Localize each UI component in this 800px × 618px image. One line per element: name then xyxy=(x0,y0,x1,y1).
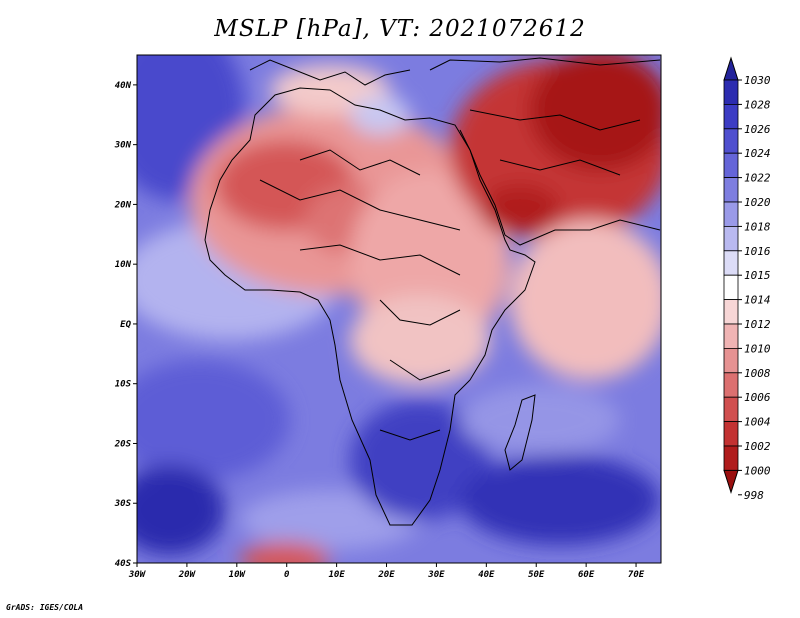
x-tick-label: 70E xyxy=(628,570,645,580)
colorbar-label: 1004 xyxy=(744,416,771,429)
colorbar-label: 1024 xyxy=(744,147,771,160)
colorbar-swatch xyxy=(723,323,739,349)
x-tick-label: 30W xyxy=(128,570,147,580)
colorbar-swatch xyxy=(723,128,739,154)
colorbar-swatch xyxy=(723,299,739,325)
colorbar-min-arrow xyxy=(723,469,739,495)
colorbar-swatch xyxy=(723,274,739,301)
y-tick-label: 30N xyxy=(114,141,132,151)
colorbar-swatch xyxy=(723,445,739,471)
colorbar-swatch xyxy=(723,421,739,447)
colorbar-swatch xyxy=(723,152,739,178)
y-tick-label: 20S xyxy=(114,439,132,449)
y-tick-label: EQ xyxy=(120,320,131,330)
colorbar-swatch xyxy=(723,396,739,423)
x-tick-label: 20W xyxy=(178,570,197,580)
colorbar-label: 1018 xyxy=(744,220,771,233)
colorbar-label: 1010 xyxy=(744,342,771,355)
colorbar-swatch xyxy=(723,104,739,130)
colorbar-label: 1028 xyxy=(744,98,771,111)
colorbar-swatch xyxy=(723,372,739,398)
colorbar-label: 998 xyxy=(744,489,764,502)
y-tick-label: 10N xyxy=(115,260,132,270)
x-tick-label: 30E xyxy=(427,570,445,580)
y-tick-label: 20N xyxy=(114,200,132,210)
x-tick-label: 40E xyxy=(478,570,495,580)
colorbar-max-arrow xyxy=(723,56,739,81)
colorbar-label: 1030 xyxy=(744,74,771,87)
colorbar-label: 1012 xyxy=(744,318,771,331)
y-tick-label: 40N xyxy=(115,81,132,91)
grads-credit: GrADS: IGES/COLA xyxy=(6,603,84,612)
y-tick-label: 40S xyxy=(115,559,132,569)
coastlines xyxy=(204,57,661,526)
y-tick-label: 10S xyxy=(115,380,132,390)
colorbar-label: 1016 xyxy=(744,245,771,258)
x-tick-label: 10E xyxy=(328,570,345,580)
map-title: MSLP [hPa], VT: 2021072612 xyxy=(214,16,586,42)
colorbar-swatch xyxy=(723,250,739,276)
colorbar-swatch xyxy=(723,201,739,227)
x-tick-label: 60E xyxy=(578,570,595,580)
y-tick-label: 30S xyxy=(114,499,132,509)
colorbar-label: 1022 xyxy=(744,172,771,185)
x-tick-label: 0 xyxy=(284,570,290,580)
colorbar-swatch xyxy=(723,347,739,374)
pressure-field xyxy=(137,55,661,563)
colorbar-label: 1002 xyxy=(744,440,771,453)
colorbar-label: 1006 xyxy=(744,391,771,404)
map-frame xyxy=(136,54,662,564)
axis-ticks: 30W 20W 10W 0 10E 20E 30E 40E 50E 60E 70E 40N 30N 20N… xyxy=(114,81,645,580)
colorbar-swatch xyxy=(723,177,739,203)
colorbar-label: 1015 xyxy=(744,269,771,282)
x-tick-label: 10W xyxy=(229,570,247,580)
x-tick-label: 50E xyxy=(528,570,545,580)
colorbar-label: 1000 xyxy=(744,464,771,477)
colorbar-label: 1026 xyxy=(744,123,771,136)
colorbar-label: 1014 xyxy=(744,294,771,307)
colorbar-label: 1020 xyxy=(744,196,771,209)
x-tick-label: 20E xyxy=(377,570,395,580)
colorbar-swatch xyxy=(723,79,739,105)
colorbar-swatch xyxy=(723,225,739,252)
colorbar-label: 1008 xyxy=(744,367,771,380)
